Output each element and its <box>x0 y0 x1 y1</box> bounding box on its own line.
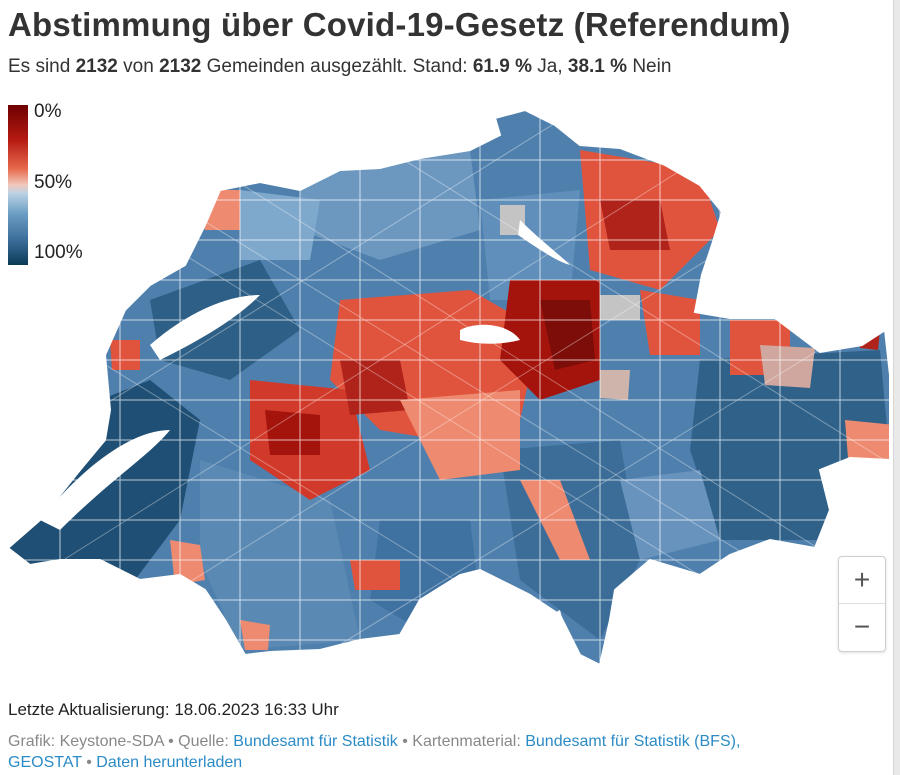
page-title: Abstimmung über Covid-19-Gesetz (Referen… <box>8 6 791 43</box>
region-zurich-city <box>500 205 525 235</box>
region-oberland <box>400 390 520 480</box>
color-legend: 0% 50% 100% <box>8 101 98 270</box>
no-percent: 38.1 % <box>567 56 628 77</box>
legend-label-mid: 50% <box>34 172 73 193</box>
region-entremont <box>240 620 270 650</box>
lake-geneva <box>40 430 170 530</box>
region-chablais <box>170 540 205 585</box>
legend-label-top: 0% <box>34 101 62 122</box>
region-glarus-north <box>600 295 640 320</box>
region-samnaun <box>860 325 880 350</box>
credit-grafik: Grafik: Keystone-SDA <box>8 733 164 750</box>
region-misox <box>620 470 720 560</box>
credits: Grafik: Keystone-SDA • Quelle: Bundesamt… <box>8 733 741 771</box>
legend-label-bottom: 100% <box>34 242 83 263</box>
counted-count: 2132 <box>75 56 118 77</box>
region-basel-aargau <box>300 150 480 260</box>
legend-gradient <box>8 105 28 265</box>
region-visp <box>350 560 400 590</box>
municipal-borders <box>8 110 890 665</box>
lake-neuchatel <box>150 295 260 360</box>
map-material-link[interactable]: Bundesamt für Statistik (BFS), <box>525 733 741 750</box>
zoom-in-button[interactable]: + <box>839 557 885 604</box>
region-davos <box>760 345 815 388</box>
zoom-out-button[interactable]: − <box>853 611 871 642</box>
geostat-link[interactable]: GEOSTAT <box>8 754 82 771</box>
zoom-control: + − <box>838 556 886 652</box>
download-data-link[interactable]: Daten herunterladen <box>96 754 243 771</box>
region-emmental <box>340 360 410 415</box>
lake-lucerne <box>460 324 520 344</box>
count-status: Es sind 2132 von 2132 Gemeinden ausgezäh… <box>8 56 672 77</box>
region-toggenburg <box>640 290 700 355</box>
region-vallee-de-joux <box>110 340 140 370</box>
region-thurgau-core <box>600 200 670 250</box>
municipality-regions <box>8 110 890 665</box>
region-schwyz-core <box>540 300 595 370</box>
region-glarus-south <box>600 370 630 400</box>
last-updated: Letzte Aktualisierung: 18.06.2023 16:33 … <box>8 700 339 719</box>
source-link[interactable]: Bundesamt für Statistik <box>233 733 398 750</box>
lake-zurich <box>518 220 570 265</box>
total-count: 2132 <box>159 56 202 77</box>
switzerland-map[interactable] <box>0 95 900 695</box>
region-sense <box>265 410 320 455</box>
yes-percent: 61.9 % <box>472 56 532 77</box>
window-frame <box>893 0 900 775</box>
